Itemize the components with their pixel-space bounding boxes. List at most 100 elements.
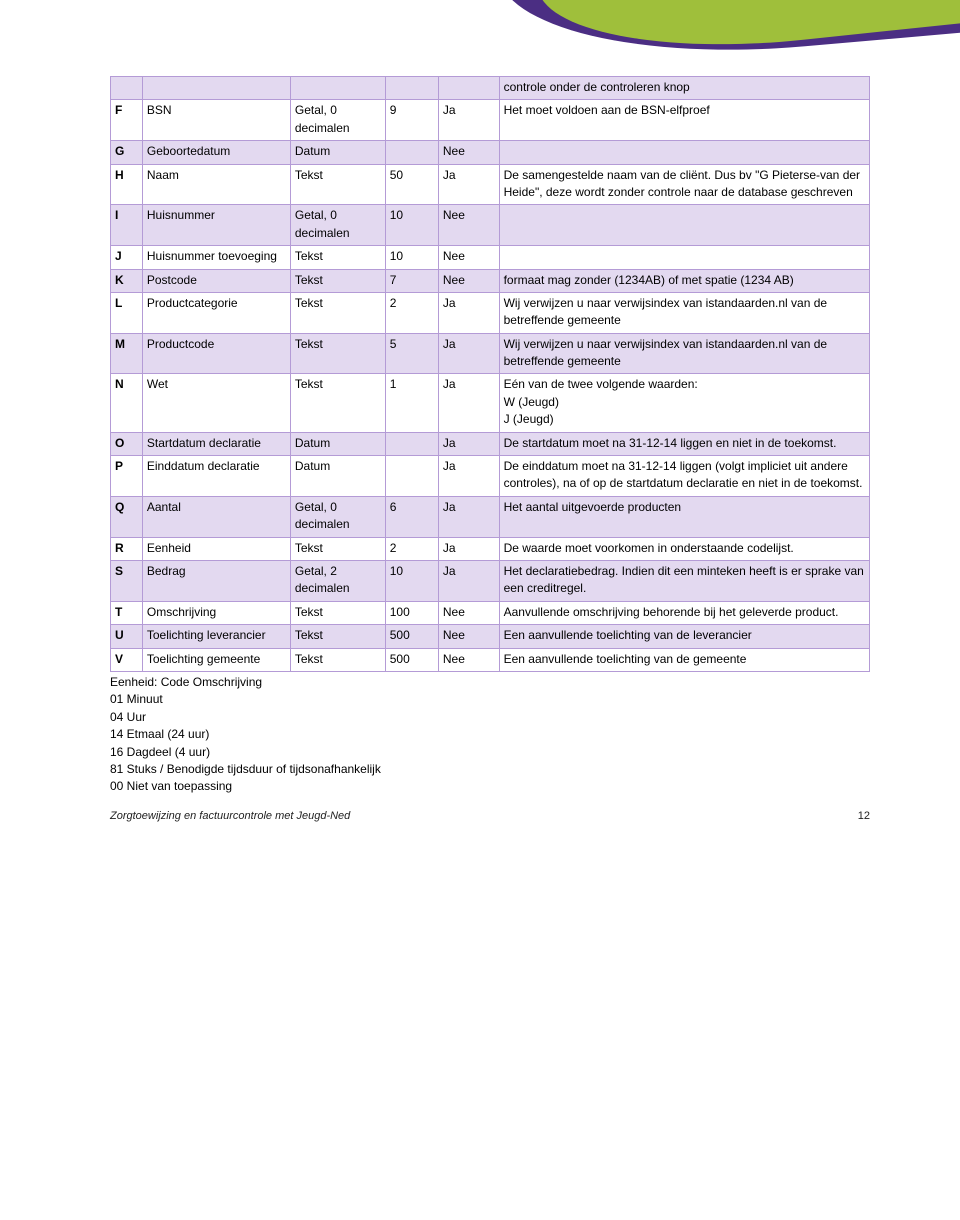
table-cell: Tekst — [290, 374, 385, 432]
table-cell — [499, 205, 869, 246]
table-cell: Nee — [438, 269, 499, 292]
table-cell: Nee — [438, 648, 499, 671]
table-cell: K — [111, 269, 143, 292]
table-cell: formaat mag zonder (1234AB) of met spati… — [499, 269, 869, 292]
table-cell — [385, 77, 438, 100]
table-cell: 100 — [385, 601, 438, 624]
table-cell: H — [111, 164, 143, 205]
table-cell — [142, 77, 290, 100]
table-cell: Tekst — [290, 292, 385, 333]
unit-code-line: Eenheid: Code Omschrijving — [110, 674, 870, 691]
table-row: FBSNGetal, 0 decimalen9JaHet moet voldoe… — [111, 100, 870, 141]
table-cell: Ja — [438, 374, 499, 432]
table-cell: R — [111, 537, 143, 560]
table-cell: N — [111, 374, 143, 432]
unit-code-line: 16 Dagdeel (4 uur) — [110, 744, 870, 761]
table-row: VToelichting gemeenteTekst500NeeEen aanv… — [111, 648, 870, 671]
table-cell: 5 — [385, 333, 438, 374]
table-cell: Tekst — [290, 601, 385, 624]
unit-code-line: 81 Stuks / Benodigde tijdsduur of tijdso… — [110, 761, 870, 778]
table-row: GGeboortedatumDatumNee — [111, 141, 870, 164]
table-row: PEinddatum declaratieDatumJaDe einddatum… — [111, 456, 870, 497]
table-cell: 6 — [385, 496, 438, 537]
table-cell: Nee — [438, 141, 499, 164]
table-row: controle onder de controleren knop — [111, 77, 870, 100]
table-row: OStartdatum declaratieDatumJaDe startdat… — [111, 432, 870, 455]
header-decoration — [0, 0, 960, 56]
table-cell: 500 — [385, 625, 438, 648]
specification-table: controle onder de controleren knopFBSNGe… — [110, 76, 870, 672]
table-cell: 10 — [385, 205, 438, 246]
table-row: JHuisnummer toevoegingTekst10Nee — [111, 246, 870, 269]
table-cell: Ja — [438, 537, 499, 560]
table-cell: Ja — [438, 432, 499, 455]
table-cell: Q — [111, 496, 143, 537]
table-cell — [111, 77, 143, 100]
table-cell: Wij verwijzen u naar verwijsindex van is… — [499, 292, 869, 333]
table-cell — [385, 456, 438, 497]
table-cell: De startdatum moet na 31-12-14 liggen en… — [499, 432, 869, 455]
table-cell: Tekst — [290, 333, 385, 374]
table-cell: Productcode — [142, 333, 290, 374]
table-cell: Nee — [438, 601, 499, 624]
table-cell: Eén van de twee volgende waarden:W (Jeug… — [499, 374, 869, 432]
table-cell: 50 — [385, 164, 438, 205]
table-cell: Een aanvullende toelichting van de gemee… — [499, 648, 869, 671]
table-cell: Ja — [438, 164, 499, 205]
table-cell — [290, 77, 385, 100]
table-cell: controle onder de controleren knop — [499, 77, 869, 100]
table-row: HNaamTekst50JaDe samengestelde naam van … — [111, 164, 870, 205]
table-row: REenheidTekst2JaDe waarde moet voorkomen… — [111, 537, 870, 560]
table-cell: 10 — [385, 246, 438, 269]
table-row: IHuisnummerGetal, 0 decimalen10Nee — [111, 205, 870, 246]
table-cell: P — [111, 456, 143, 497]
table-cell: 500 — [385, 648, 438, 671]
table-cell: Ja — [438, 560, 499, 601]
table-cell: I — [111, 205, 143, 246]
table-cell: Nee — [438, 246, 499, 269]
table-cell: Wij verwijzen u naar verwijsindex van is… — [499, 333, 869, 374]
unit-code-list: Eenheid: Code Omschrijving01 Minuut04 Uu… — [110, 674, 870, 796]
table-row: MProductcodeTekst5JaWij verwijzen u naar… — [111, 333, 870, 374]
table-cell: U — [111, 625, 143, 648]
table-cell: Tekst — [290, 269, 385, 292]
table-row: LProductcategorieTekst2JaWij verwijzen u… — [111, 292, 870, 333]
table-cell: Nee — [438, 205, 499, 246]
table-cell: L — [111, 292, 143, 333]
table-cell: Tekst — [290, 648, 385, 671]
table-cell: Datum — [290, 456, 385, 497]
unit-code-line: 01 Minuut — [110, 691, 870, 708]
table-cell: 2 — [385, 292, 438, 333]
table-cell: M — [111, 333, 143, 374]
table-cell: Postcode — [142, 269, 290, 292]
table-cell: Ja — [438, 456, 499, 497]
table-cell: Huisnummer — [142, 205, 290, 246]
table-cell: O — [111, 432, 143, 455]
table-cell: V — [111, 648, 143, 671]
table-cell: Datum — [290, 141, 385, 164]
table-cell — [438, 77, 499, 100]
table-cell: Omschrijving — [142, 601, 290, 624]
table-cell — [385, 141, 438, 164]
table-cell: Het aantal uitgevoerde producten — [499, 496, 869, 537]
table-cell: Toelichting gemeente — [142, 648, 290, 671]
table-cell — [385, 432, 438, 455]
table-cell: Nee — [438, 625, 499, 648]
table-cell: Wet — [142, 374, 290, 432]
table-cell: Toelichting leverancier — [142, 625, 290, 648]
footer-title: Zorgtoewijzing en factuurcontrole met Je… — [110, 810, 350, 822]
table-cell: Getal, 0 decimalen — [290, 496, 385, 537]
table-cell: 2 — [385, 537, 438, 560]
table-row: SBedragGetal, 2 decimalen10JaHet declara… — [111, 560, 870, 601]
table-cell: J — [111, 246, 143, 269]
table-cell: Tekst — [290, 164, 385, 205]
table-cell: Tekst — [290, 246, 385, 269]
page-footer: Zorgtoewijzing en factuurcontrole met Je… — [110, 810, 870, 822]
unit-code-line: 00 Niet van toepassing — [110, 778, 870, 795]
table-cell: De samengestelde naam van de cliënt. Dus… — [499, 164, 869, 205]
table-cell: De einddatum moet na 31-12-14 liggen (vo… — [499, 456, 869, 497]
table-cell: Datum — [290, 432, 385, 455]
table-row: KPostcodeTekst7Neeformaat mag zonder (12… — [111, 269, 870, 292]
table-cell: Eenheid — [142, 537, 290, 560]
table-cell: Ja — [438, 100, 499, 141]
